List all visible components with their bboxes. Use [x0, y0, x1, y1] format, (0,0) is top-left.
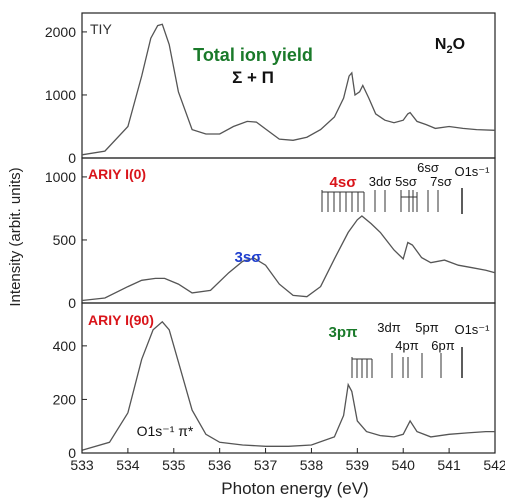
panel-tiy-ytick-label: 2000: [45, 24, 76, 40]
panel-tiy: 0 1000 2000 TIY Total ion yield Σ + Π N2O: [45, 12, 496, 166]
annot-3d-sigma: 3dσ: [369, 174, 391, 189]
annot-o1s-edge-bottom: O1s⁻¹: [454, 322, 490, 337]
molecule-label: N2O: [435, 36, 465, 56]
panel-ariy-90-ytick-label: 0: [68, 445, 76, 461]
annot-4s-sigma: 4sσ: [330, 174, 357, 191]
panel-ariy-90-frame: [81, 302, 496, 454]
panel-ariy-90-state-markers: [351, 347, 463, 378]
x-tick-label: 538: [300, 457, 324, 473]
x-tick-label: 541: [437, 457, 461, 473]
panel-ariy-90-ytick-label: 200: [53, 391, 77, 407]
annot-6s-sigma: 6sσ: [417, 160, 439, 175]
x-tick-label: 539: [346, 457, 370, 473]
panel-ariy-0-curve: [81, 215, 496, 302]
panel-tiy-curve: [81, 23, 496, 156]
panel-ariy-90-ytick-label: 400: [53, 338, 77, 354]
panel-ariy-90-label: ARIY I(90): [88, 312, 154, 328]
panel-ariy-0-ytick-label: 0: [68, 295, 76, 311]
panel-tiy-yticks: 0 1000 2000: [45, 24, 87, 166]
x-tick-label: 540: [392, 457, 416, 473]
x-tick-label: 536: [208, 457, 232, 473]
x-tick-label: 535: [162, 457, 186, 473]
panel-ariy-0-label: ARIY I(0): [88, 166, 146, 182]
annot-o1s-pi-star: O1s⁻¹ π*: [137, 423, 194, 439]
panel-tiy-frame: [81, 12, 496, 159]
x-tick-label: 533: [70, 457, 94, 473]
chart-title: Total ion yield: [193, 45, 313, 65]
annot-5s-sigma: 5sσ: [395, 174, 417, 189]
annot-7s-sigma: 7sσ: [430, 174, 452, 189]
panel-tiy-label: TIY: [90, 21, 112, 37]
x-tick-label: 534: [116, 457, 140, 473]
annot-6p-pi: 6pπ: [431, 338, 454, 353]
panel-ariy-0: 0 500 1000 ARIY I(0) 3sσ 4sσ 3dσ 5sσ 6sσ 7…: [45, 157, 496, 311]
annot-4p-pi: 4pπ: [395, 338, 418, 353]
annot-3s-sigma: 3sσ: [235, 249, 262, 266]
annot-3d-pi: 3dπ: [377, 320, 400, 335]
panel-ariy-90-curve: [81, 320, 495, 451]
annot-3p-pi: 3pπ: [329, 324, 359, 341]
panel-ariy-90-yticks: 0 200 400: [53, 338, 87, 461]
panel-ariy-0-ytick-label: 1000: [45, 169, 76, 185]
x-tick-label: 537: [254, 457, 278, 473]
x-axis-ticks: 533 534 535 536 537 538 539 540 541 542: [70, 448, 505, 473]
y-axis-label: Intensity (arbit. units): [7, 167, 24, 306]
chart-subtitle: Σ + Π: [232, 68, 274, 87]
annot-5p-pi: 5pπ: [415, 320, 438, 335]
panel-ariy-0-state-markers: [321, 188, 463, 214]
panel-ariy-0-yticks: 0 500 1000: [45, 169, 87, 311]
x-tick-label: 542: [483, 457, 505, 473]
panel-ariy-0-ytick-label: 500: [53, 232, 77, 248]
panel-tiy-ytick-label: 1000: [45, 87, 76, 103]
annot-o1s-edge-top: O1s⁻¹: [454, 164, 490, 179]
panel-tiy-ytick-label: 0: [68, 150, 76, 166]
x-axis-label: Photon energy (eV): [221, 479, 368, 498]
